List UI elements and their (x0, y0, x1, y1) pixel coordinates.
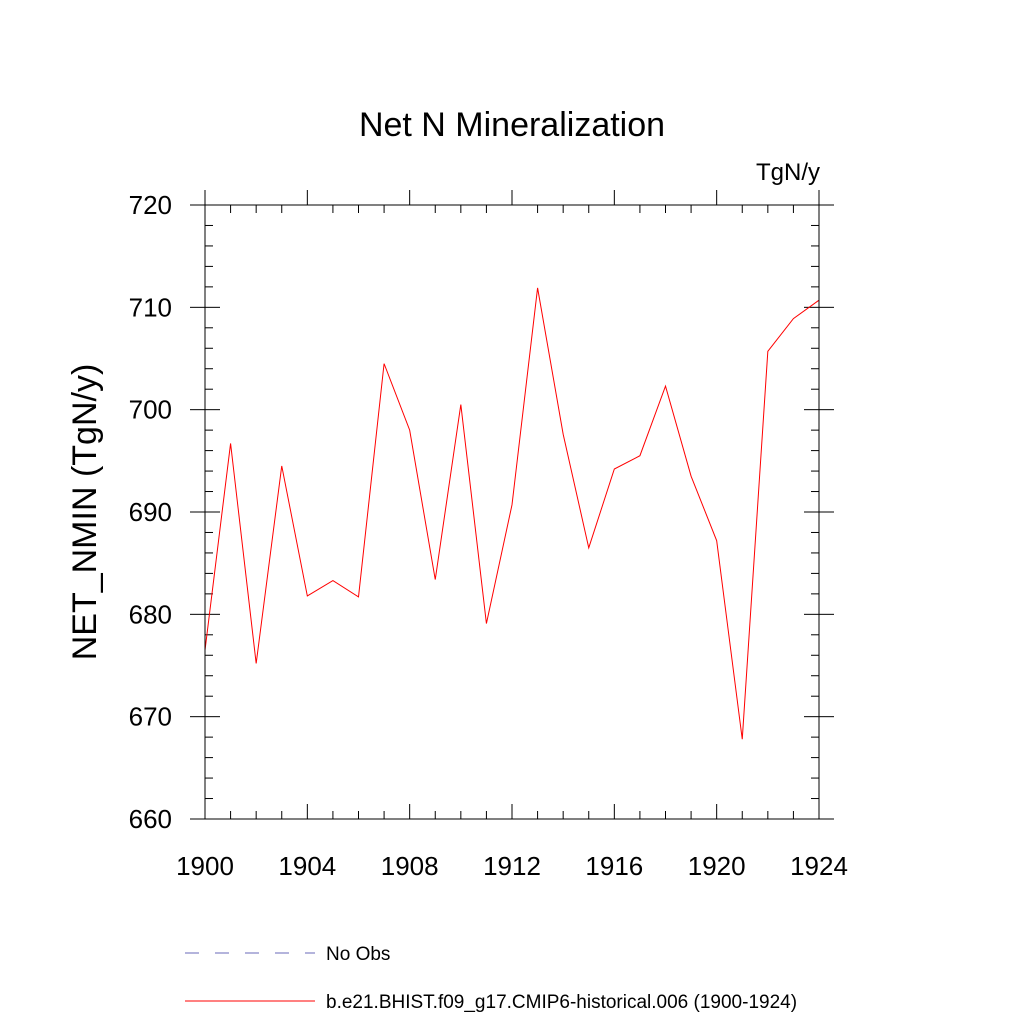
y-axis-label: NET_NMIN (TgN/y) (66, 364, 104, 661)
plot-frame (204, 204, 820, 820)
y-tick-label: 660 (129, 804, 172, 834)
x-tick-label: 1924 (790, 851, 848, 881)
y-tick-labels: 660 670 680 690 700 710 720 (129, 190, 172, 834)
x-tick-label: 1904 (278, 851, 336, 881)
units-label: TgN/y (756, 159, 820, 186)
legend: No Obs b.e21.BHIST.f09_g17.CMIP6-histori… (185, 944, 797, 1013)
x-minor-ticks (230, 205, 794, 819)
x-tick-labels: 1900 1904 1908 1912 1916 1920 1924 (176, 851, 848, 881)
y-tick-label: 690 (129, 497, 172, 527)
x-tick-label: 1900 (176, 851, 234, 881)
series-line (204, 287, 820, 740)
x-tick-label: 1916 (585, 851, 643, 881)
legend-label-historical: b.e21.BHIST.f09_g17.CMIP6-historical.006… (326, 992, 797, 1013)
y-tick-label: 710 (129, 292, 172, 322)
chart-title: Net N Mineralization (359, 106, 665, 144)
x-tick-label: 1908 (381, 851, 439, 881)
x-tick-label: 1912 (483, 851, 541, 881)
legend-label-no-obs: No Obs (326, 944, 390, 965)
y-tick-label: 700 (129, 395, 172, 425)
y-major-ticks (190, 204, 834, 820)
x-tick-label: 1920 (688, 851, 746, 881)
y-minor-ticks (205, 224, 819, 800)
y-tick-label: 720 (129, 190, 172, 220)
y-tick-label: 680 (129, 599, 172, 629)
series-layer (204, 287, 820, 740)
y-tick-label: 670 (129, 702, 172, 732)
